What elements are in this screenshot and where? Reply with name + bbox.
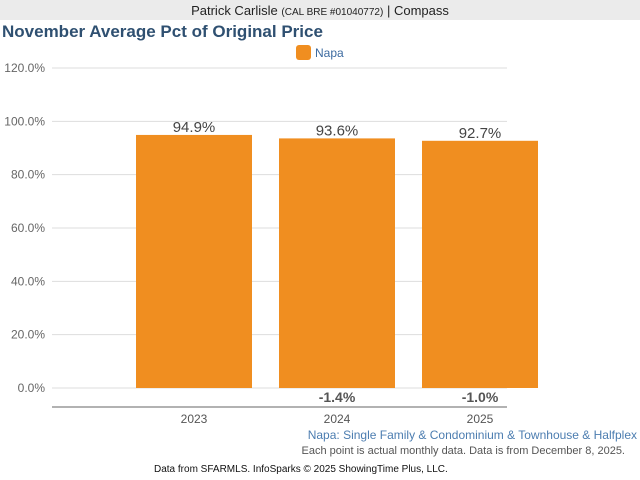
y-tick-label: 100.0% [4, 114, 45, 128]
bar-value-label: 94.9% [173, 119, 216, 136]
x-tick-label: 2025 [467, 412, 494, 426]
bar-value-label: 93.6% [316, 122, 359, 139]
y-tick-label: 40.0% [11, 274, 45, 288]
y-tick-label: 80.0% [11, 168, 45, 182]
x-tick-label: 2024 [324, 412, 351, 426]
y-tick-label: 60.0% [11, 221, 45, 235]
data-note: Each point is actual monthly data. Data … [301, 445, 625, 457]
y-tick-label: 0.0% [18, 381, 46, 395]
y-tick-label: 20.0% [11, 328, 45, 342]
bar [279, 138, 395, 388]
bar [136, 134, 252, 388]
x-axis-ticks: 2023 2024 2025 [181, 412, 494, 426]
y-axis-ticks: 0.0% 20.0% 40.0% 60.0% 80.0% 100.0% 120.0% [4, 61, 45, 395]
header-bar: Patrick Carlisle (CAL BRE #01040772) | C… [0, 0, 640, 20]
change-label: -1.0% [462, 389, 499, 405]
bar-value-label: 92.7% [459, 125, 502, 142]
bar [422, 140, 538, 388]
chart-title: November Average Pct of Original Price [2, 22, 323, 41]
legend: Napa [296, 45, 344, 60]
bars: 94.9% 93.6% -1.4% 92.7% -1.0% [136, 119, 538, 405]
legend-label-napa: Napa [315, 45, 344, 60]
change-label: -1.4% [319, 389, 356, 405]
agent-name: Patrick Carlisle [191, 3, 278, 18]
data-credit: Data from SFARMLS. InfoSparks © 2025 Sho… [154, 464, 448, 475]
y-tick-label: 120.0% [4, 61, 45, 75]
agent-license: (CAL BRE #01040772) [281, 7, 384, 18]
legend-swatch-napa [296, 45, 311, 60]
header-separator: | [386, 3, 391, 18]
chart-subtitle: Napa: Single Family & Condominium & Town… [307, 428, 637, 442]
brokerage-name: Compass [393, 3, 449, 18]
x-tick-label: 2023 [181, 412, 208, 426]
